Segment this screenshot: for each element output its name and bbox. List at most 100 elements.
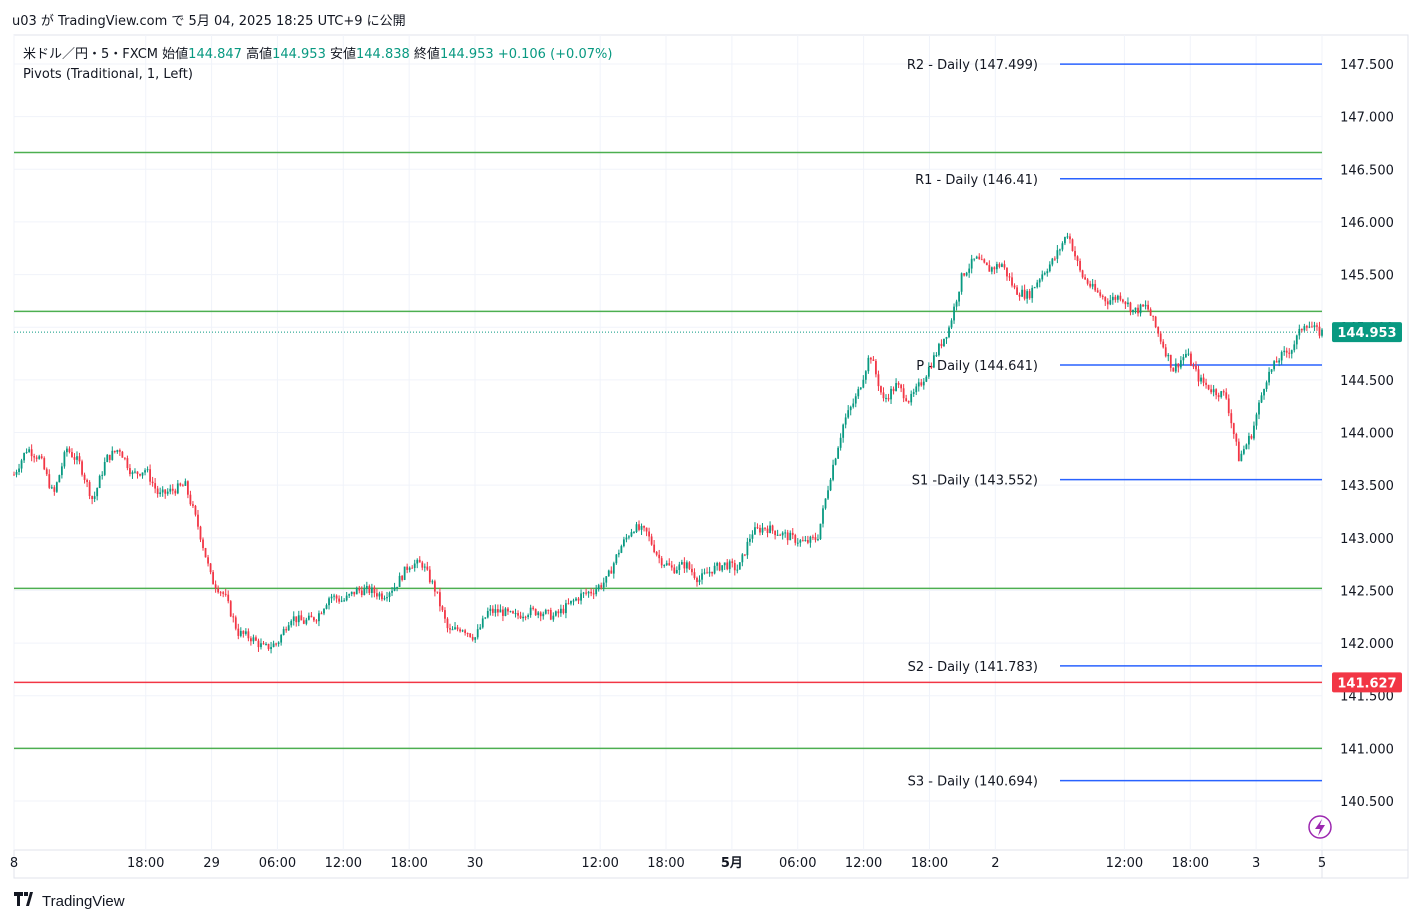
candle-body [688, 562, 691, 569]
candle-body [50, 487, 53, 489]
candle-body [88, 482, 91, 497]
candle-body [912, 392, 915, 394]
candle-body [363, 588, 366, 596]
candle-body [1197, 369, 1200, 382]
candle-body [1200, 377, 1202, 382]
candle-body [575, 598, 577, 601]
candle-body [963, 273, 966, 276]
open-label: 始値 [162, 47, 189, 62]
candle-body [1116, 295, 1119, 300]
candle-body [567, 603, 570, 605]
candle-body [222, 592, 225, 594]
candle-body [1268, 371, 1270, 383]
candle-body [464, 630, 467, 634]
candle-body [45, 469, 48, 475]
candle-body [212, 572, 214, 585]
candle-body [615, 554, 618, 564]
candle-body [174, 490, 177, 494]
candle-body [592, 593, 595, 595]
candle-body [834, 458, 837, 465]
candle-body [844, 417, 847, 425]
symbol-name[interactable]: 米ドル／円・5・FXCM [23, 47, 159, 62]
candle-body [769, 525, 771, 533]
candle-body [484, 617, 487, 619]
indicator-name[interactable]: Pivots (Traditional, 1, Left) [23, 67, 193, 82]
candle-body [1242, 449, 1245, 454]
candle-body [955, 301, 958, 307]
tradingview-logo[interactable]: TradingView [14, 892, 125, 911]
candle-body [129, 468, 131, 475]
candle-body [242, 630, 245, 634]
candle-body [474, 637, 477, 640]
candle-body [1018, 294, 1021, 297]
candle-body [1278, 360, 1281, 363]
candle-body [383, 598, 386, 600]
flash-icon-bolt [1315, 819, 1325, 836]
candle-body [665, 563, 668, 566]
candle-body [307, 615, 310, 620]
pivot-label: R1 - Daily (146.41) [915, 173, 1038, 188]
candle-body [13, 474, 15, 476]
candle-body [1154, 316, 1157, 328]
candle-body [796, 542, 799, 544]
candle-body [809, 536, 812, 543]
candle-body [421, 562, 424, 568]
candle-body [247, 631, 250, 639]
candle-body [602, 582, 605, 588]
candle-body [867, 357, 870, 372]
candle-body [444, 610, 446, 619]
price-tick-label: 143.000 [1340, 532, 1394, 547]
candle-body [897, 383, 900, 385]
candle-body [325, 605, 328, 609]
candle-body [131, 472, 134, 475]
candle-body [192, 504, 194, 506]
candle-body [471, 636, 474, 640]
candle-body [587, 591, 590, 594]
candle-body [915, 386, 918, 393]
candle-body [822, 508, 824, 524]
candle-body [1275, 361, 1278, 363]
candle-body [1129, 302, 1132, 313]
candle-body [1109, 300, 1112, 305]
candle-body [1179, 360, 1182, 368]
candle-body [721, 565, 724, 571]
time-tick-label: 30 [467, 856, 484, 871]
candle-body [491, 608, 494, 613]
candle-body [862, 379, 865, 388]
candle-body [764, 527, 766, 529]
price-tick-label: 147.000 [1340, 111, 1394, 126]
candle-body [673, 567, 676, 574]
candle-body [1258, 402, 1260, 415]
candle-body [509, 611, 512, 613]
candle-body [1001, 264, 1003, 267]
candle-body [35, 457, 38, 459]
candle-body [756, 527, 759, 529]
price-tick-label: 144.000 [1340, 427, 1394, 442]
candle-body [890, 388, 892, 400]
candle-body [927, 366, 930, 377]
candle-body [595, 589, 598, 595]
candle-body [968, 268, 971, 273]
candle-body [1174, 363, 1177, 372]
flash-icon[interactable] [1308, 815, 1332, 839]
open-value: 144.847 [188, 47, 242, 62]
candle-body [983, 259, 986, 263]
candle-body [847, 410, 850, 418]
candle-body [864, 371, 867, 380]
candle-body [71, 452, 73, 458]
candle-body [1056, 250, 1059, 259]
candle-body [365, 586, 368, 589]
time-tick-label: 18:00 [647, 856, 684, 871]
candle-body [1149, 309, 1152, 316]
close-value: 144.953 [439, 47, 494, 62]
candle-body [1290, 350, 1293, 354]
candle-body [1172, 367, 1175, 372]
candle-body [544, 609, 547, 614]
candle-body [1202, 377, 1205, 383]
candle-body [164, 489, 167, 494]
candle-body [1028, 291, 1031, 299]
candle-body [1318, 326, 1321, 336]
candle-body [345, 595, 348, 601]
candle-body [1036, 282, 1039, 288]
